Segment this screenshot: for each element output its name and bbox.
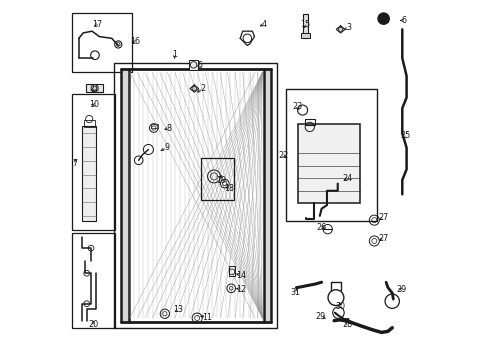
Bar	[82, 126, 96, 221]
Bar	[121, 69, 128, 321]
Text: 15: 15	[299, 19, 309, 28]
Text: 27: 27	[378, 234, 388, 243]
Text: 10: 10	[89, 100, 100, 109]
Bar	[188, 60, 198, 69]
Bar	[86, 84, 103, 92]
Text: 5: 5	[197, 61, 202, 70]
Text: 11: 11	[202, 313, 211, 322]
Bar	[297, 125, 360, 203]
Text: 22: 22	[278, 151, 288, 160]
Text: 3: 3	[346, 23, 350, 32]
Text: 6: 6	[401, 16, 406, 25]
Bar	[285, 89, 376, 221]
Text: 2: 2	[200, 84, 205, 93]
Text: 28: 28	[342, 320, 352, 329]
Bar	[304, 119, 314, 125]
Text: 23: 23	[292, 102, 302, 111]
Bar	[113, 63, 276, 328]
Text: 16: 16	[130, 37, 140, 46]
Bar	[263, 69, 270, 321]
Text: 12: 12	[235, 285, 245, 294]
Bar	[83, 121, 94, 127]
Text: 13: 13	[173, 305, 183, 314]
Text: 18: 18	[224, 184, 234, 193]
Polygon shape	[190, 85, 198, 92]
Bar	[72, 94, 115, 230]
Bar	[72, 13, 132, 72]
Text: 7: 7	[73, 159, 78, 168]
Text: 29: 29	[315, 312, 325, 321]
Text: 29: 29	[396, 285, 406, 294]
Text: 1: 1	[172, 50, 177, 59]
Bar	[72, 233, 115, 328]
Text: 20: 20	[88, 320, 98, 329]
Text: 8: 8	[166, 123, 171, 132]
Bar	[228, 266, 235, 276]
Text: 27: 27	[378, 213, 388, 222]
Text: 9: 9	[164, 143, 170, 152]
Text: 21: 21	[89, 84, 100, 93]
Text: 17: 17	[92, 19, 102, 28]
Text: 14: 14	[235, 270, 245, 279]
Text: 31: 31	[290, 288, 300, 297]
Bar	[201, 158, 233, 200]
Circle shape	[377, 13, 388, 24]
Polygon shape	[336, 26, 344, 33]
Bar	[300, 33, 309, 39]
Text: 24: 24	[342, 174, 352, 183]
Bar	[151, 124, 158, 128]
Bar	[378, 19, 387, 22]
Text: 4: 4	[261, 19, 266, 28]
Text: 30: 30	[335, 302, 345, 311]
Text: 19: 19	[216, 176, 226, 185]
Bar	[302, 14, 307, 39]
Text: 26: 26	[316, 223, 326, 232]
Text: 25: 25	[399, 131, 409, 140]
